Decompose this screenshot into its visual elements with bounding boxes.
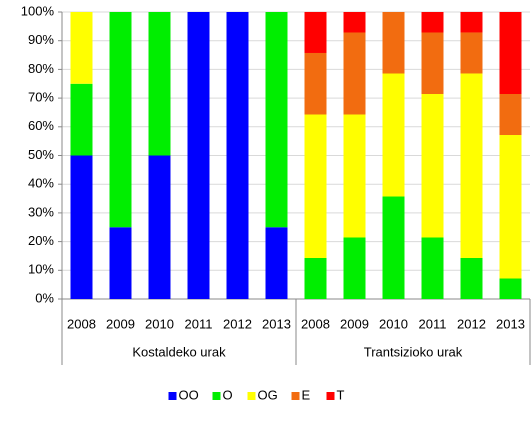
bar-segment: [382, 73, 405, 197]
bar-segment: [421, 12, 444, 33]
bar-segment: [499, 12, 522, 94]
x-tick-label: 2013: [262, 316, 291, 331]
y-tick-label: 20%: [28, 233, 54, 248]
bar-segment: [109, 12, 132, 228]
bar-segment: [70, 12, 93, 84]
bar-segment: [499, 278, 522, 299]
bar-segment: [226, 12, 249, 299]
bar-segment: [499, 93, 522, 136]
group-label: Kostaldeko urak: [132, 344, 226, 359]
bar-segment: [343, 237, 366, 299]
y-tick-label: 30%: [28, 204, 54, 219]
x-tick-label: 2010: [145, 316, 174, 331]
y-tick-label: 40%: [28, 176, 54, 191]
legend-swatch: [247, 392, 256, 400]
bar-segment: [460, 257, 483, 299]
bar-segment: [460, 11, 483, 33]
bar-segment: [148, 155, 171, 299]
bar-segment: [343, 32, 366, 115]
bar-segment: [343, 12, 366, 33]
y-tick-label: 0%: [35, 290, 54, 305]
bar-segment: [460, 32, 483, 74]
x-tick-label: 2013: [496, 316, 525, 331]
legend-label: OG: [258, 387, 278, 402]
bar-segment: [304, 114, 327, 258]
x-tick-label: 2011: [185, 316, 213, 331]
bar-segment: [304, 257, 327, 299]
legend-label: T: [337, 387, 345, 402]
bar-segment: [148, 12, 171, 156]
bar-segment: [421, 237, 444, 299]
bar-segment: [265, 227, 288, 299]
y-tick-label: 60%: [28, 118, 54, 133]
x-tick-label: 2012: [457, 316, 486, 331]
x-tick-label: 2009: [340, 316, 369, 331]
legend-swatch: [291, 392, 300, 400]
legend-swatch: [168, 392, 177, 400]
bar-segment: [421, 93, 444, 238]
bar-segment: [304, 11, 327, 53]
y-tick-label: 80%: [28, 61, 54, 76]
y-tick-label: 10%: [28, 262, 54, 277]
y-tick-label: 100%: [21, 3, 55, 18]
group-label: Trantsizioko urak: [364, 344, 463, 359]
bar-segment: [70, 155, 93, 299]
x-tick-label: 2012: [223, 316, 252, 331]
bar-segment: [382, 12, 405, 74]
bar-segment: [460, 73, 483, 258]
bar-segment: [187, 12, 210, 299]
legend-swatch: [326, 392, 335, 400]
y-tick-label: 90%: [28, 32, 54, 47]
legend-label: E: [302, 387, 311, 402]
x-tick-label: 2009: [106, 316, 135, 331]
y-tick-label: 50%: [28, 147, 54, 162]
x-tick-label: 2011: [419, 316, 447, 331]
x-tick-label: 2010: [379, 316, 408, 331]
bar-segment: [343, 114, 366, 238]
bar-segment: [70, 83, 93, 156]
bar-segment: [421, 32, 444, 94]
bar-segment: [304, 52, 327, 115]
bar-segment: [265, 12, 288, 228]
bar-segment: [109, 227, 132, 299]
y-tick-label: 70%: [28, 90, 54, 105]
legend-label: O: [223, 387, 233, 402]
bar-segment: [382, 196, 405, 299]
x-tick-label: 2008: [67, 316, 96, 331]
legend-swatch: [212, 392, 221, 400]
legend-label: OO: [179, 387, 199, 402]
bar-segment: [499, 135, 522, 279]
x-tick-label: 2008: [301, 316, 330, 331]
